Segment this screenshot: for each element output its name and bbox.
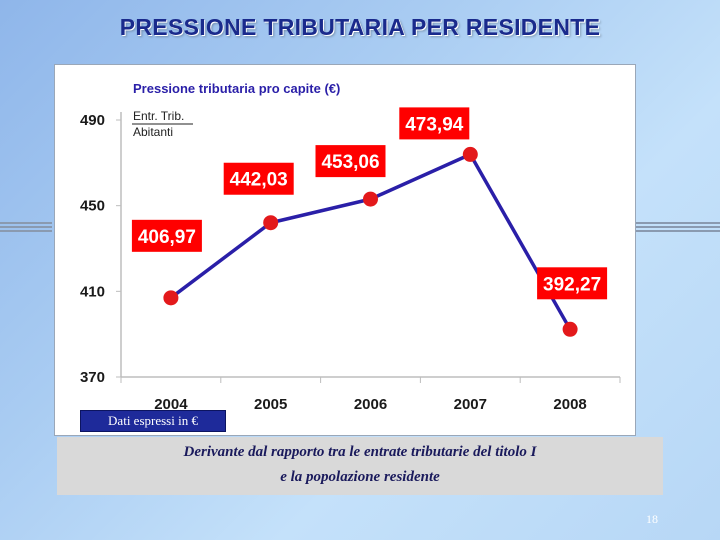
data-label: 406,97: [138, 227, 196, 248]
y-tick-label: 490: [80, 112, 105, 129]
data-label-box: [131, 219, 202, 252]
legend-denominator: Abitanti: [133, 125, 173, 139]
data-label-box: [399, 107, 470, 140]
data-point: [462, 146, 478, 162]
decorative-lines-right: [636, 222, 720, 234]
chart-frame: Pressione tributaria pro capite (€) Entr…: [54, 64, 636, 436]
y-tick-label: 450: [80, 198, 105, 215]
data-point: [263, 215, 279, 231]
units-note: Dati espressi in €: [80, 410, 226, 432]
data-label-box: [223, 162, 294, 195]
y-tick-label: 410: [80, 283, 105, 300]
legend-numerator: Entr. Trib.: [133, 109, 184, 123]
data-label: 453,06: [321, 152, 379, 173]
line-chart: Pressione tributaria pro capite (€) Entr…: [80, 81, 621, 413]
page-number: 18: [646, 512, 658, 526]
data-label-box: [315, 145, 386, 178]
data-point: [163, 290, 179, 306]
y-tick-label: 370: [80, 369, 105, 386]
x-tick-label: 2006: [354, 396, 387, 413]
data-label: 392,27: [543, 274, 601, 295]
x-tick-label: 2005: [254, 396, 287, 413]
data-point: [562, 321, 578, 337]
data-label: 442,03: [230, 170, 288, 191]
x-tick-label: 2007: [454, 396, 487, 413]
footnote-line-2: e la popolazione residente: [280, 469, 440, 485]
footnote-line-1: Derivante dal rapporto tra le entrate tr…: [183, 444, 537, 460]
chart-title: Pressione tributaria pro capite (€): [133, 81, 340, 96]
decorative-lines-left: [0, 222, 52, 234]
footnote-box: Derivante dal rapporto tra le entrate tr…: [57, 437, 663, 495]
x-tick-label: 2004: [154, 396, 188, 413]
data-label-box: [537, 267, 608, 300]
x-tick-label: 2008: [553, 396, 586, 413]
data-point: [363, 191, 378, 207]
data-label: 473,94: [405, 114, 464, 135]
slide-title: PRESSIONE TRIBUTARIA PER RESIDENTE: [119, 14, 601, 40]
